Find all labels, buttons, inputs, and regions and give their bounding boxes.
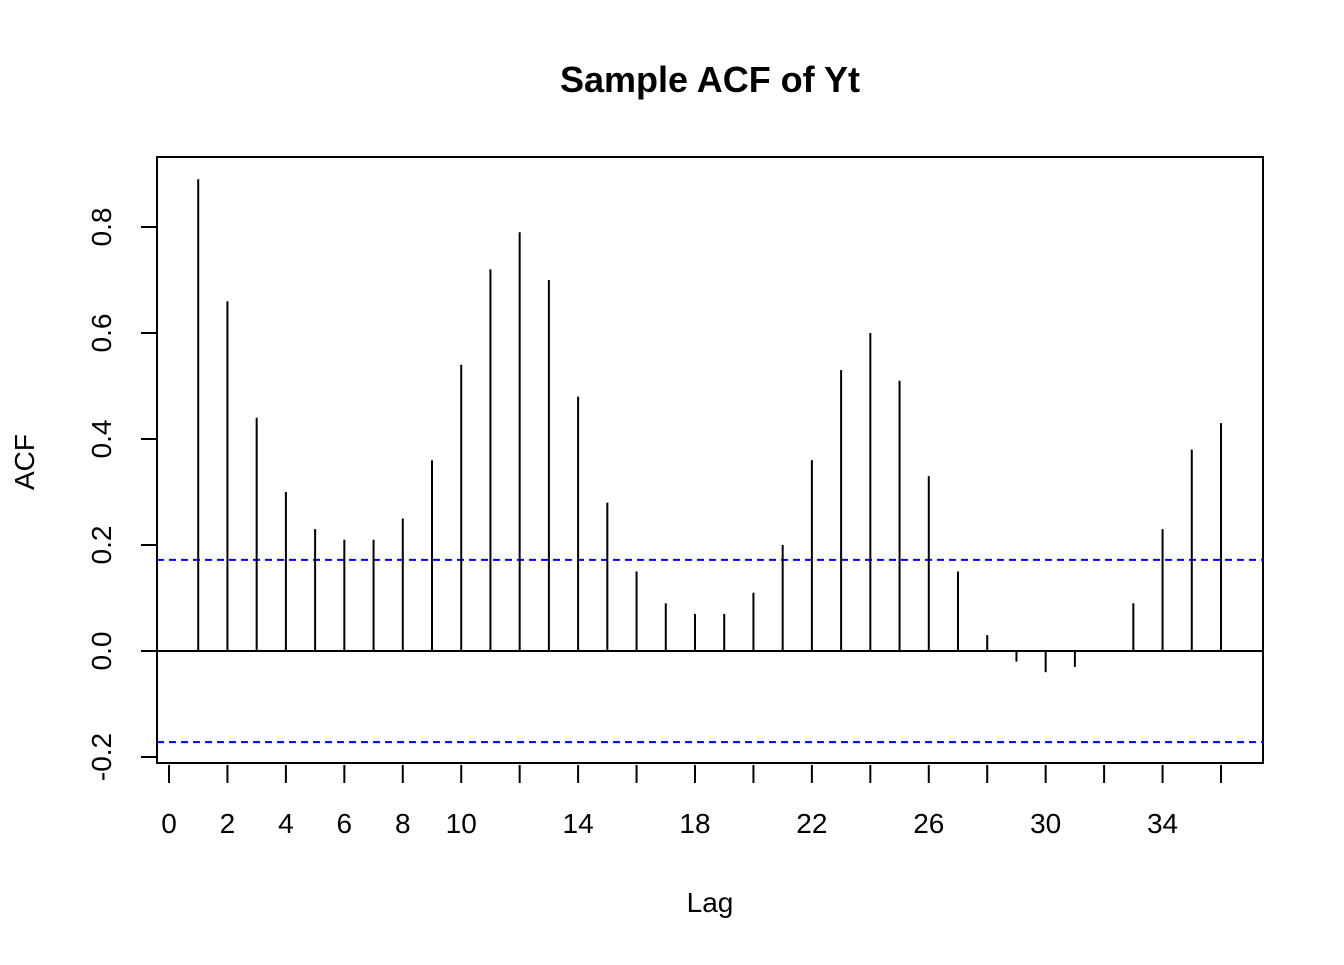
x-tick-label-2: 2 (220, 808, 236, 839)
x-axis-label: Lag (687, 887, 734, 918)
x-tick-label-6: 6 (337, 808, 353, 839)
y-tick-label-1: 0.0 (86, 632, 117, 671)
x-tick-label-4: 4 (278, 808, 294, 839)
x-tick-label-22: 22 (796, 808, 827, 839)
chart-marks: 0 2 4 6 8 10 14 18 22 26 30 34 -0.2 0.0 0.2 0.4 0.6 0.8 (86, 179, 1263, 839)
y-tick-label-0: -0.2 (86, 733, 117, 781)
chart-title: Sample ACF of Yt (560, 59, 860, 100)
x-tick-label-14: 14 (563, 808, 594, 839)
x-tick-label-10: 10 (446, 808, 477, 839)
y-tick-label-3: 0.4 (86, 420, 117, 459)
plot-frame (156, 156, 1264, 764)
x-tick-label-18: 18 (679, 808, 710, 839)
x-tick-label-8: 8 (395, 808, 411, 839)
y-axis-label: ACF (9, 434, 40, 490)
x-tick-label-30: 30 (1030, 808, 1061, 839)
y-tick-label-4: 0.6 (86, 314, 117, 353)
y-tick-label-2: 0.2 (86, 526, 117, 565)
x-tick-label-26: 26 (913, 808, 944, 839)
x-tick-label-34: 34 (1147, 808, 1178, 839)
y-tick-label-5: 0.8 (86, 208, 117, 247)
x-tick-label-0: 0 (161, 808, 177, 839)
